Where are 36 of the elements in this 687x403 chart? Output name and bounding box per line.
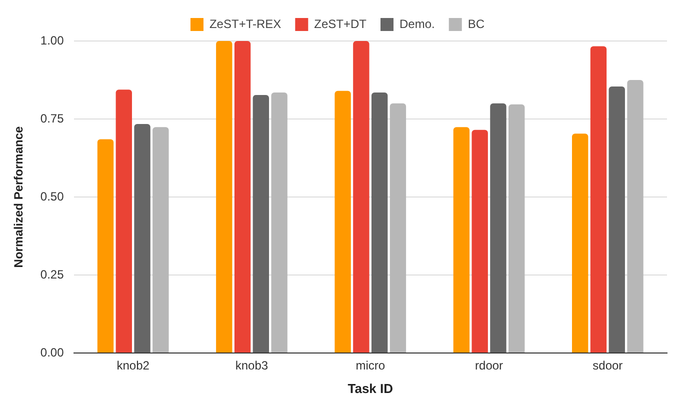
bar xyxy=(371,92,388,352)
bar xyxy=(490,103,506,352)
y-tick-label: 0.50 xyxy=(40,189,64,204)
bar xyxy=(590,46,607,352)
y-tick-label: 1.00 xyxy=(40,33,64,48)
x-tick-label: sdoor xyxy=(592,358,623,373)
x-tick-label: rdoor xyxy=(475,358,504,373)
y-tick-label: 0.00 xyxy=(40,345,64,360)
bar xyxy=(216,41,232,352)
bar xyxy=(271,92,288,352)
legend-label: BC xyxy=(468,16,485,31)
bar xyxy=(252,94,270,352)
bar xyxy=(472,130,488,352)
bar xyxy=(627,80,644,352)
legend-label: ZeST+DT xyxy=(314,16,368,31)
x-tick-label: micro xyxy=(356,358,386,373)
bar xyxy=(608,86,625,352)
bar xyxy=(390,103,406,352)
x-tick-label: knob2 xyxy=(116,358,150,373)
y-axis-title: Normalized Performance xyxy=(12,126,26,268)
legend-label: ZeST+T-REX xyxy=(209,16,282,31)
bar xyxy=(572,134,588,352)
bar xyxy=(334,90,351,352)
bar xyxy=(508,104,525,352)
x-axis-title: Task ID xyxy=(348,380,394,396)
bar xyxy=(234,41,251,352)
bar xyxy=(353,41,370,352)
bar xyxy=(97,139,114,352)
y-tick-label: 0.25 xyxy=(40,267,64,282)
y-tick-label: 0.75 xyxy=(40,111,64,126)
bar xyxy=(134,124,150,352)
bar xyxy=(453,127,470,352)
bar xyxy=(116,90,132,352)
bar xyxy=(152,127,169,352)
legend-label: Demo. xyxy=(400,16,435,31)
x-tick-label: knob3 xyxy=(235,358,268,373)
